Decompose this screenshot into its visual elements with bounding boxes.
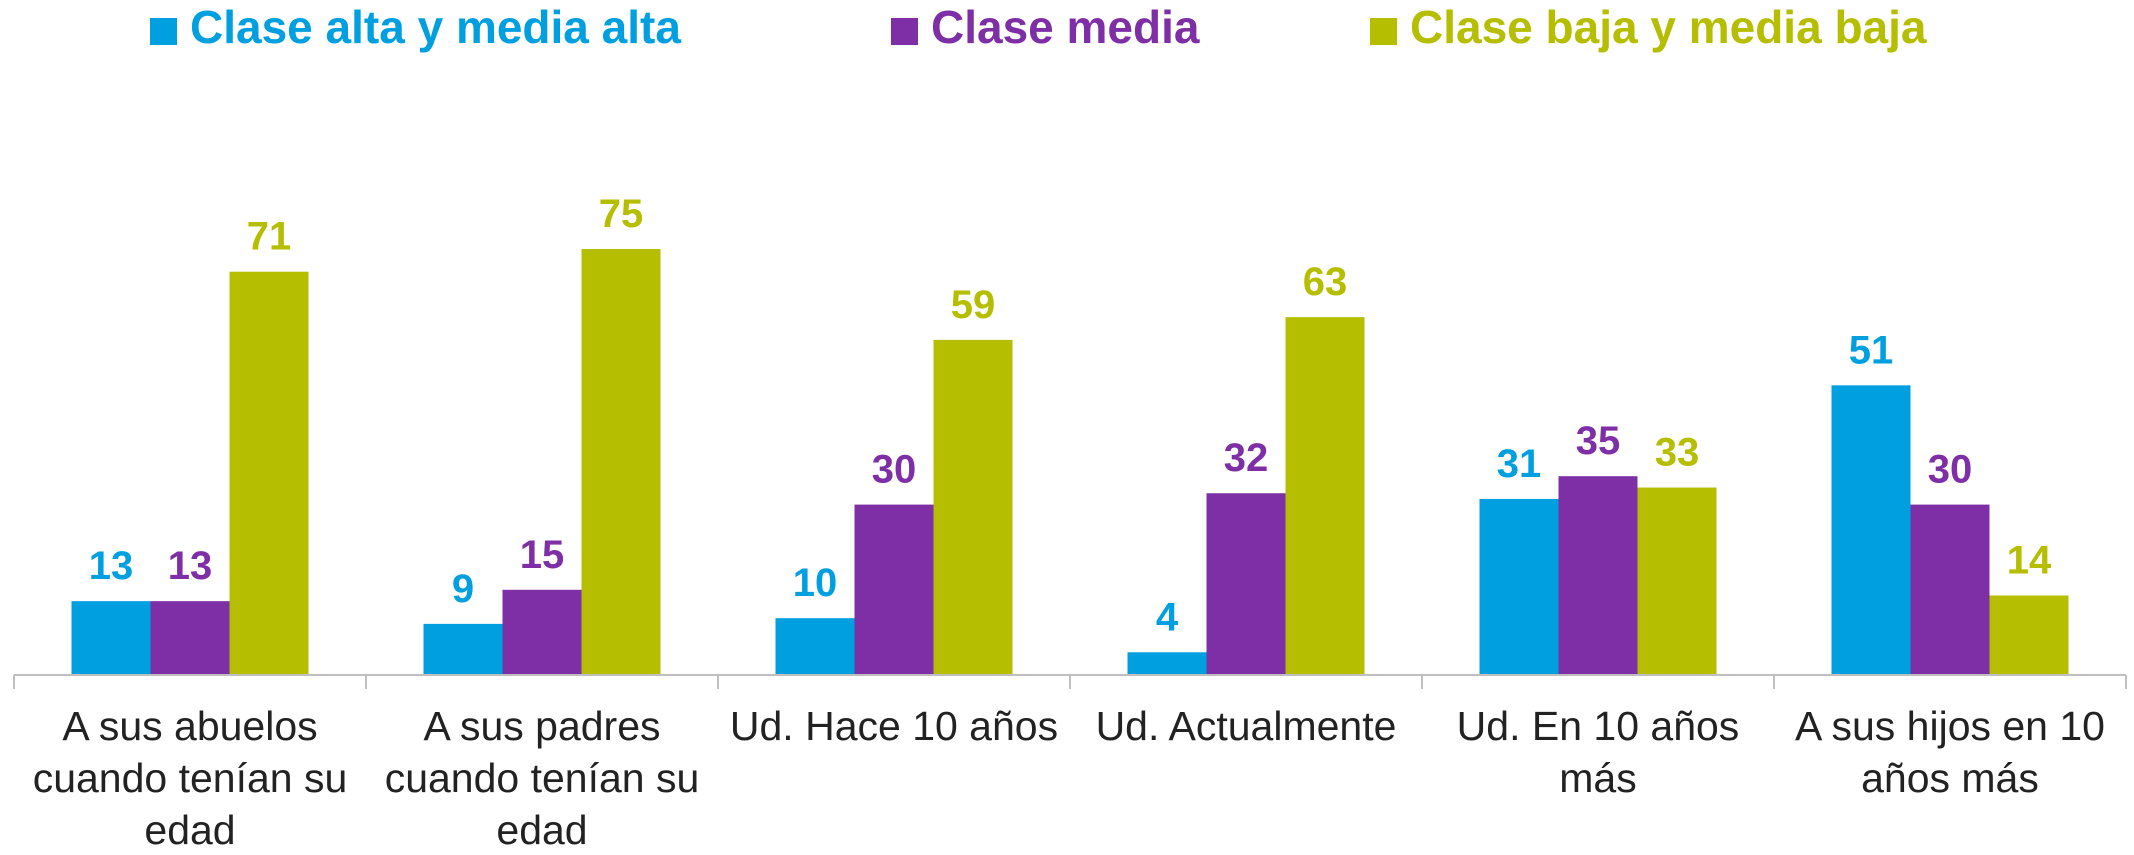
x-tick-label: Ud. En 10 años más (1456, 703, 1740, 801)
data-label: 32 (1224, 436, 1269, 480)
x-tick-label: Ud. Actualmente (1095, 703, 1397, 749)
bar (1479, 498, 1559, 675)
data-label: 15 (520, 533, 565, 577)
data-label: 4 (1156, 595, 1179, 639)
bar (502, 589, 582, 675)
data-label: 13 (89, 544, 134, 588)
legend-swatch (891, 18, 918, 45)
data-label: 51 (1849, 328, 1894, 372)
data-label: 30 (1928, 448, 1973, 492)
x-tick-label: A sus padres cuando tenían su edad (384, 703, 700, 853)
bar (1206, 493, 1286, 675)
bar (1910, 504, 1990, 675)
bar (1637, 487, 1717, 675)
legend-swatch (150, 18, 177, 45)
bar (775, 618, 855, 675)
legend-swatch (1370, 18, 1397, 45)
x-tick-label: A sus hijos en 10 años más (1795, 703, 2105, 801)
bar (1127, 652, 1207, 675)
legend-label: Clase alta y media alta (190, 1, 681, 53)
legend-label: Clase media (931, 1, 1200, 53)
data-label: 75 (599, 192, 644, 236)
data-label: 35 (1576, 419, 1621, 463)
data-label: 33 (1655, 431, 1700, 475)
bar (1558, 476, 1638, 675)
data-label: 31 (1497, 442, 1542, 486)
bar (854, 504, 934, 675)
x-tick-label: A sus abuelos cuando tenían su edad (32, 703, 348, 853)
data-label: 71 (247, 215, 292, 259)
bar (933, 339, 1013, 675)
bar (423, 623, 503, 675)
data-label: 30 (872, 448, 917, 492)
data-label: 63 (1303, 260, 1348, 304)
legend-label: Clase baja y media baja (1410, 1, 1927, 53)
x-tick-label: Ud. Hace 10 años (729, 703, 1059, 749)
data-label: 14 (2007, 538, 2052, 582)
data-label: 9 (452, 567, 474, 611)
data-label: 59 (951, 283, 996, 327)
bar (1831, 385, 1911, 675)
data-label: 10 (793, 561, 838, 605)
bar (71, 601, 151, 675)
data-label: 13 (168, 544, 213, 588)
bar (229, 271, 309, 675)
bar (150, 601, 230, 675)
bar (581, 249, 661, 675)
bar (1989, 595, 2069, 675)
bar (1285, 317, 1365, 675)
